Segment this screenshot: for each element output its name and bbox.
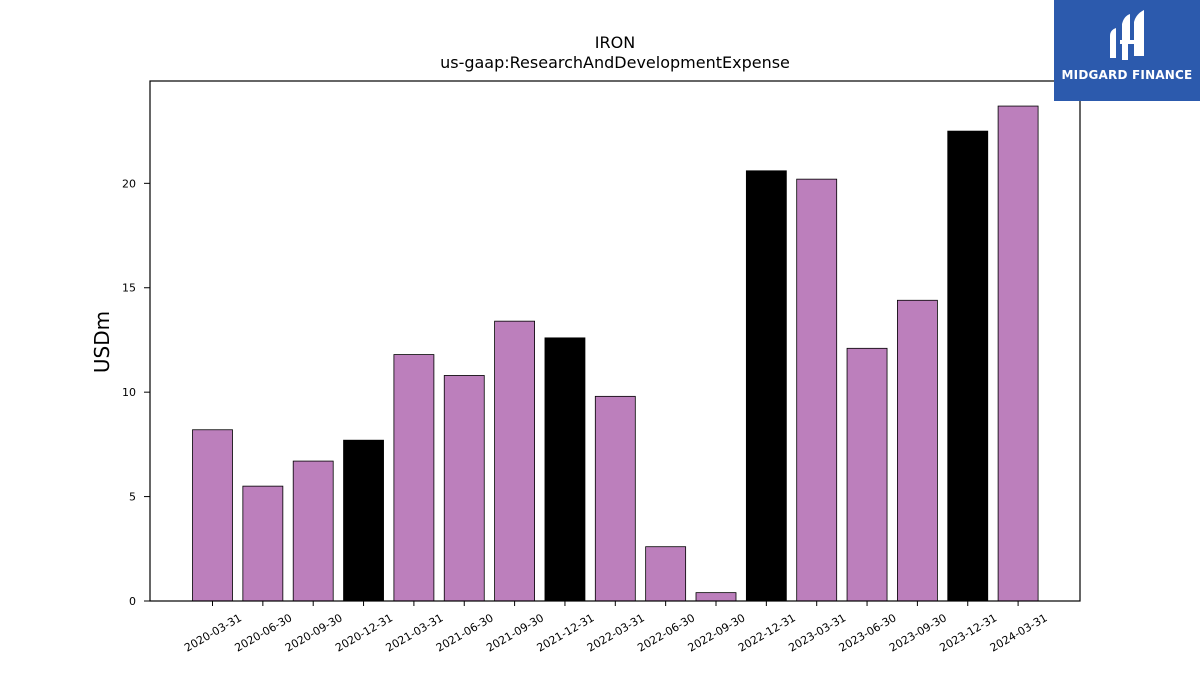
y-tick-label: 10	[122, 386, 136, 399]
bar-2020-12-31	[343, 439, 384, 602]
y-tick-label: 5	[129, 491, 136, 504]
bar-2022-12-31	[745, 170, 787, 602]
chart-title: IRON	[595, 33, 635, 52]
x-tick-label: 2024-03-31	[988, 611, 1050, 654]
bar-2022-03-31	[594, 395, 636, 602]
bars-group	[192, 105, 1039, 602]
logo-text: MIDGARD FINANCE	[1061, 68, 1193, 82]
y-axis-ticks: 0 5 10 15 20	[122, 177, 150, 608]
midgard-finance-logo: MIDGARD FINANCE	[1054, 0, 1200, 101]
plot-frame	[149, 80, 1081, 602]
x-axis-ticks: 2020-03-312020-06-302020-09-302020-12-31…	[182, 601, 1050, 655]
bar-2021-12-31	[544, 337, 586, 602]
bar-2021-06-30	[443, 375, 485, 602]
bar-2023-12-31	[947, 130, 989, 602]
bar-2020-03-31	[192, 429, 233, 602]
y-tick-label: 0	[129, 595, 136, 608]
bar-2023-06-30	[846, 347, 888, 602]
y-axis-label: USDm	[90, 311, 114, 373]
y-tick-label: 20	[122, 177, 136, 190]
chart-subtitle: us-gaap:ResearchAndDevelopmentExpense	[440, 53, 790, 72]
bar-2021-09-30	[494, 320, 536, 602]
bar-2022-06-30	[645, 546, 687, 602]
bar-2023-09-30	[897, 299, 938, 602]
bar-2024-03-31	[997, 105, 1039, 602]
y-tick-label: 15	[122, 282, 136, 295]
bar-2021-03-31	[393, 354, 435, 602]
midgard-mh-monogram-icon	[1110, 10, 1144, 60]
bar-2022-09-30	[695, 592, 737, 602]
bar-2023-03-31	[796, 178, 838, 602]
bar-2020-09-30	[292, 460, 334, 602]
bar-2020-06-30	[242, 485, 284, 602]
